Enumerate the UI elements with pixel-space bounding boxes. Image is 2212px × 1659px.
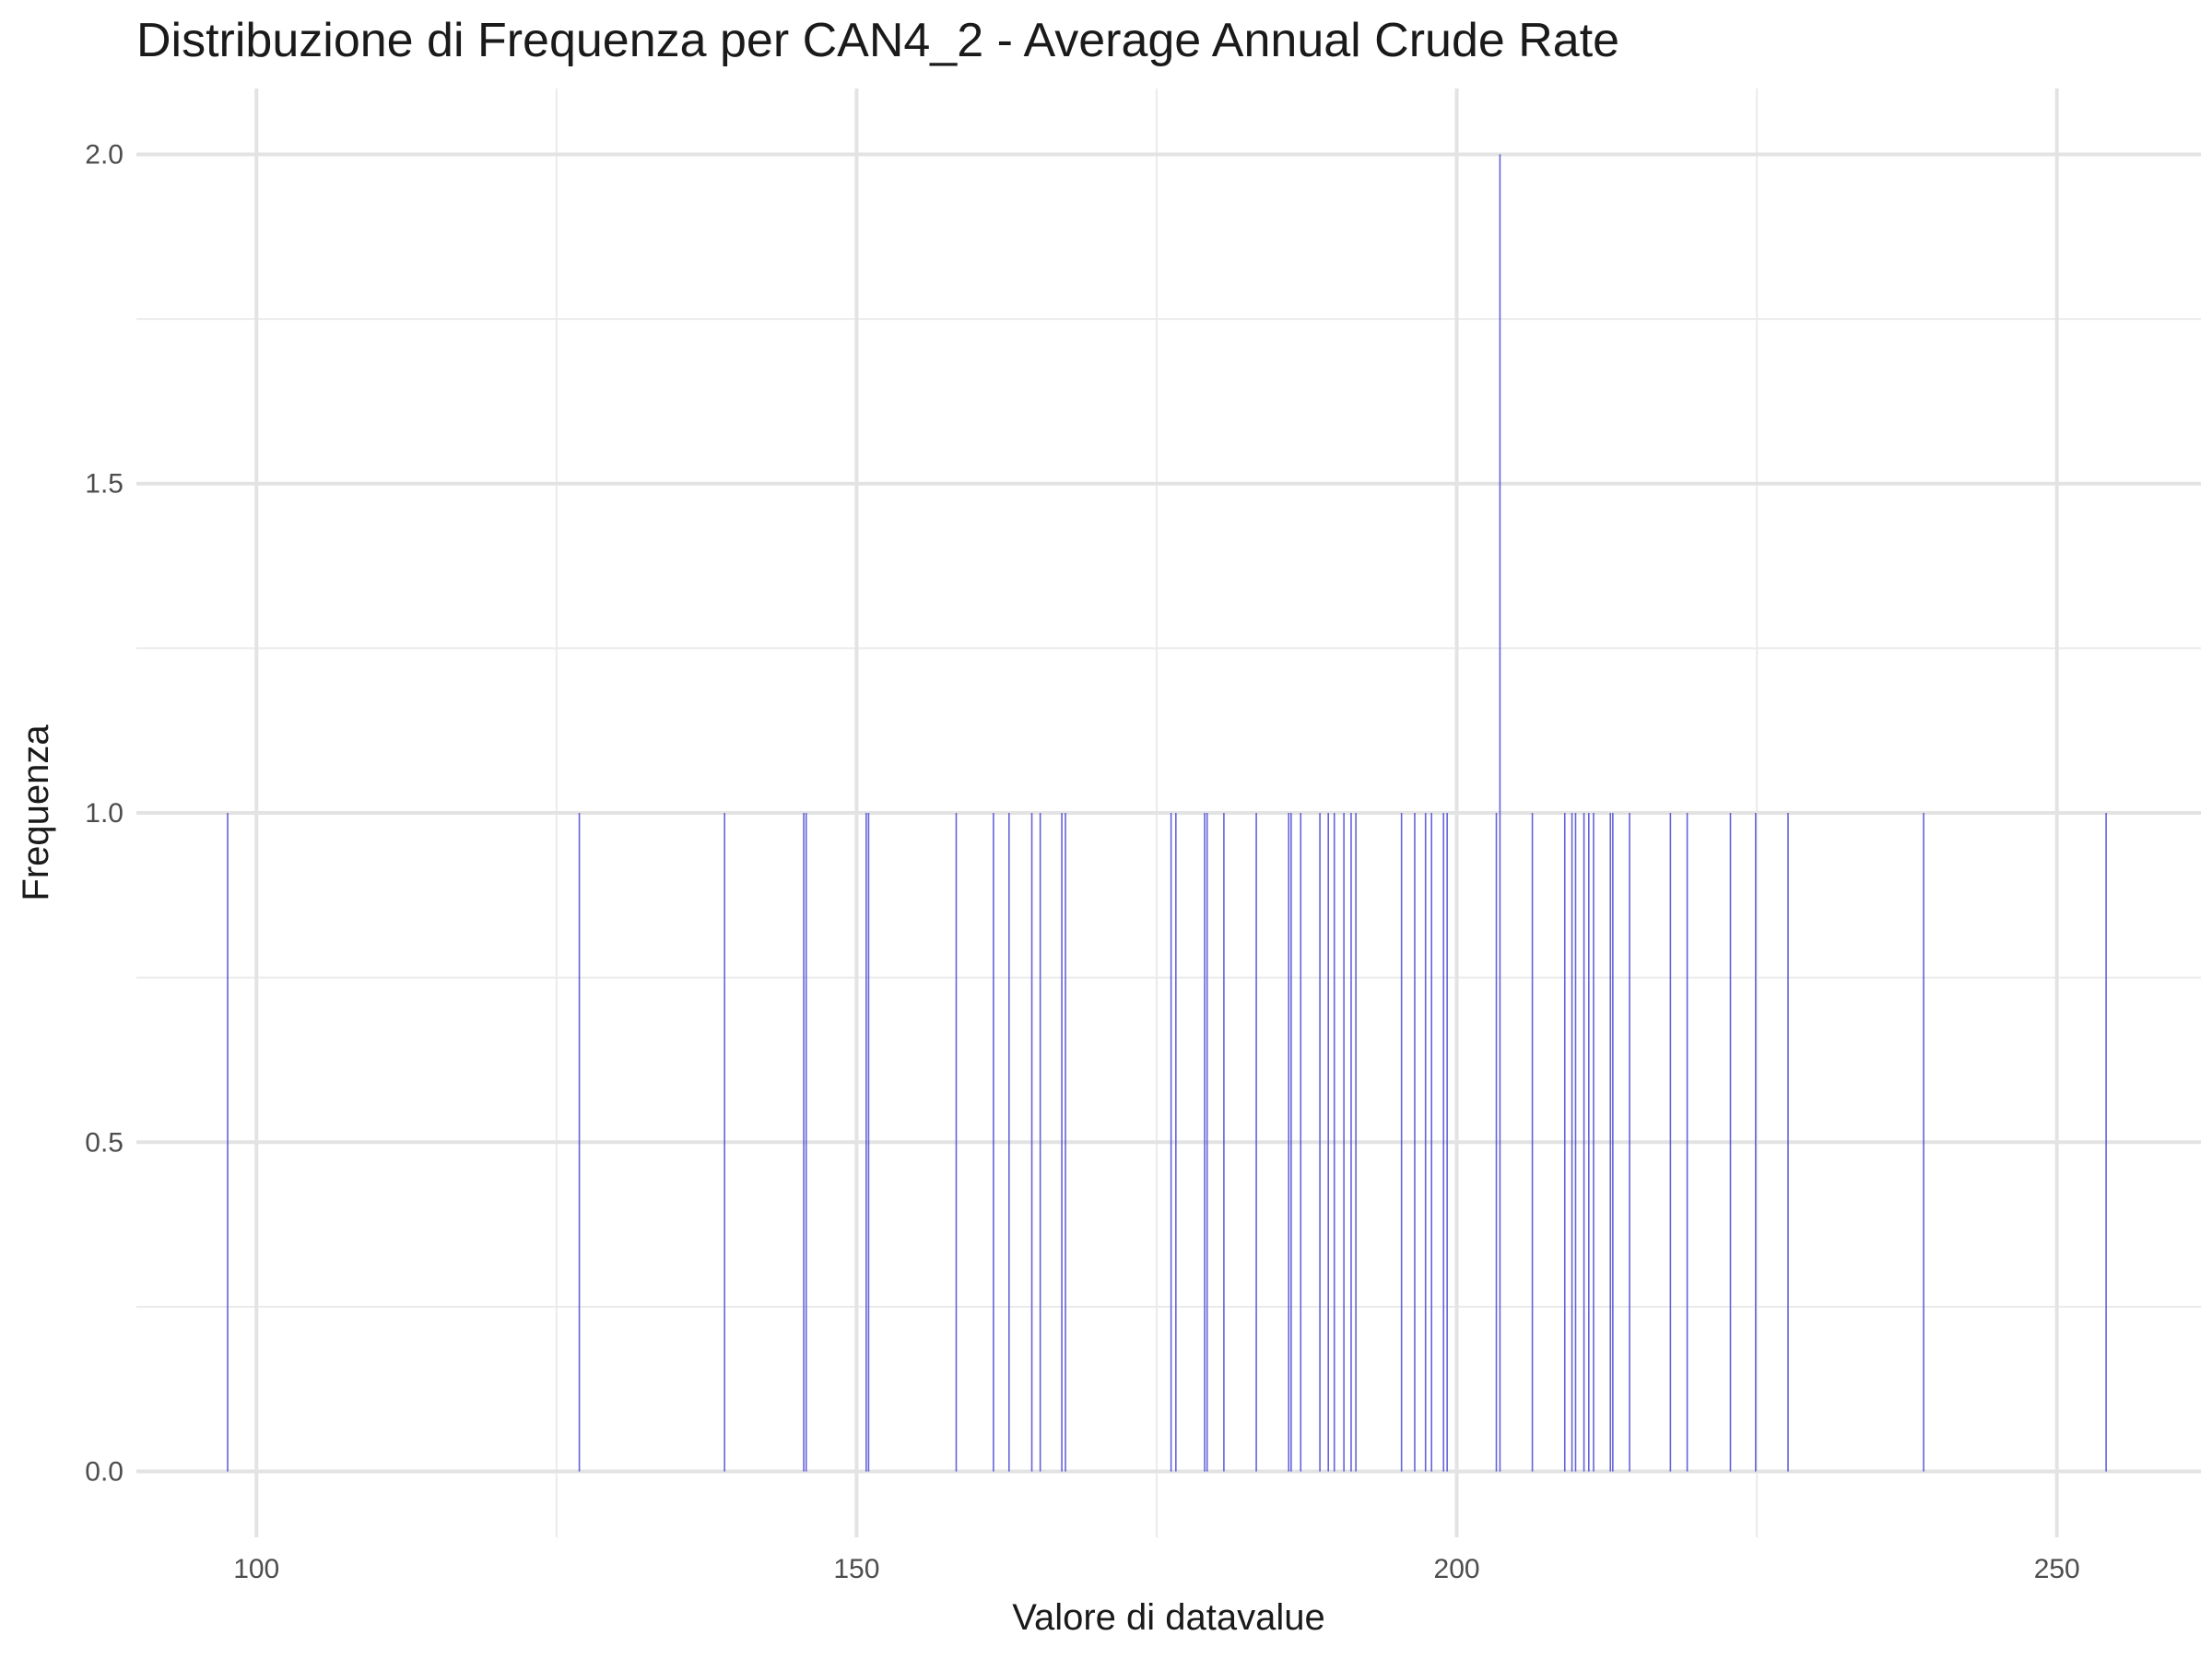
histogram-bar — [1424, 813, 1427, 1472]
histogram-bar — [1446, 813, 1448, 1472]
histogram-bar — [1206, 813, 1208, 1472]
histogram-bar — [1609, 813, 1612, 1472]
histogram-bar — [1170, 813, 1172, 1472]
chart-title: Distribuzione di Frequenza per CAN4_2 - … — [136, 14, 1620, 67]
histogram-bar — [1531, 813, 1534, 1472]
histogram-bar — [867, 813, 870, 1472]
histogram-bar — [1223, 813, 1225, 1472]
y-tick-label: 0.0 — [85, 1457, 124, 1488]
histogram-bar — [1039, 813, 1041, 1472]
histogram-bar — [227, 813, 229, 1472]
histogram-bar — [1593, 813, 1594, 1472]
histogram-bar — [1414, 813, 1416, 1472]
y-tick-label: 1.0 — [85, 798, 124, 829]
histogram-bar — [1669, 813, 1672, 1472]
histogram-bar — [1686, 813, 1688, 1472]
y-axis-title: Frequenza — [16, 724, 56, 901]
histogram-bar — [1629, 813, 1630, 1472]
histogram-bar — [1495, 813, 1498, 1472]
histogram-bar — [993, 813, 994, 1472]
histogram-bar — [1300, 813, 1302, 1472]
histogram-bar — [1255, 813, 1257, 1472]
histogram-bar — [1787, 813, 1789, 1472]
histogram-bar — [1499, 154, 1501, 1472]
histogram-bar — [1442, 813, 1445, 1472]
histogram-bar — [1355, 813, 1357, 1472]
y-tick-label: 2.0 — [85, 139, 124, 170]
x-tick-label: 150 — [833, 1554, 879, 1584]
histogram-bar — [1007, 813, 1010, 1472]
histogram-bar — [1588, 813, 1590, 1472]
x-axis-title: Valore di datavalue — [1012, 1597, 1325, 1638]
histogram-bar — [1343, 813, 1345, 1472]
x-tick-label: 250 — [2034, 1554, 2080, 1584]
histogram-bar — [955, 813, 958, 1472]
x-axis-tick-labels: 100 150 200 250 — [233, 1554, 2080, 1584]
histogram-bar — [805, 813, 807, 1472]
histogram-bar — [1319, 813, 1321, 1472]
histogram-bar — [1061, 813, 1063, 1472]
x-tick-label: 100 — [233, 1554, 279, 1584]
histogram-bar — [1571, 813, 1573, 1472]
histogram-bar — [1612, 813, 1614, 1472]
histogram-bar — [724, 813, 725, 1472]
histogram-bar — [578, 813, 581, 1472]
histogram-bar — [803, 813, 805, 1472]
histogram-bar — [865, 813, 867, 1472]
histogram-bar — [1030, 813, 1033, 1472]
histogram-bar — [1175, 813, 1177, 1472]
histogram-bar — [1563, 813, 1566, 1472]
grid-major-lines — [136, 88, 2201, 1537]
histogram-bar — [1204, 813, 1206, 1472]
x-tick-label: 200 — [1434, 1554, 1480, 1584]
histogram-bar — [1583, 813, 1585, 1472]
histogram-bar — [1430, 813, 1433, 1472]
y-tick-label: 1.5 — [85, 469, 124, 500]
histogram-bar — [1350, 813, 1352, 1472]
histogram-bar — [1065, 813, 1066, 1472]
histogram-bar — [1755, 813, 1757, 1472]
histogram-bar — [1400, 813, 1403, 1472]
histogram-bars — [227, 154, 2107, 1472]
histogram-bar — [1288, 813, 1290, 1472]
histogram-bar — [1574, 813, 1577, 1472]
y-tick-label: 0.5 — [85, 1127, 124, 1158]
histogram-bar — [1729, 813, 1732, 1472]
histogram-bar — [1290, 813, 1292, 1472]
histogram-bar — [1333, 813, 1335, 1472]
histogram-bar — [1923, 813, 1924, 1472]
histogram-bar — [1327, 813, 1330, 1472]
histogram-bar — [2105, 813, 2107, 1472]
y-axis-tick-labels: 0.0 0.5 1.0 1.5 2.0 — [85, 139, 124, 1487]
